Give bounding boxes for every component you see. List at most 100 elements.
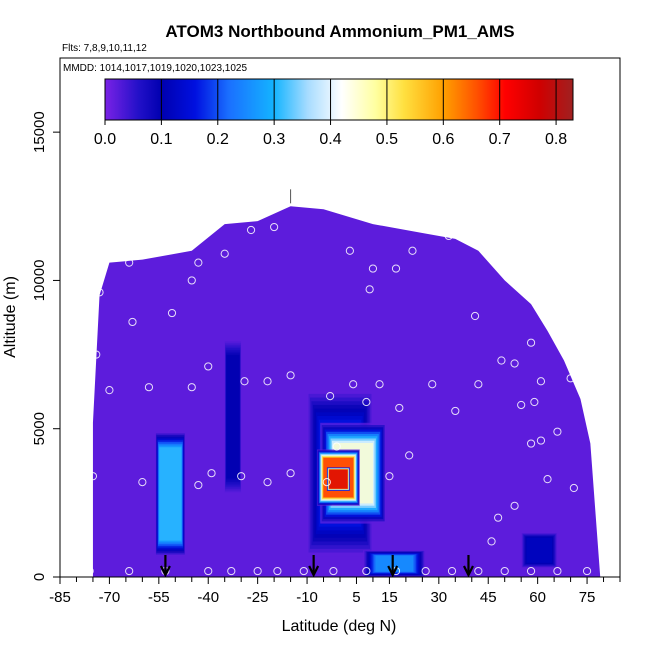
data-point [365, 285, 374, 294]
data-point [194, 258, 203, 267]
data-point [125, 258, 134, 267]
data-point [428, 380, 437, 389]
data-point [375, 380, 384, 389]
data-point [167, 308, 177, 318]
data-point [144, 383, 154, 392]
data-point [444, 231, 453, 241]
x-tick-label: -70 [99, 589, 121, 606]
colorbar-tick-label: 0.4 [319, 131, 341, 148]
data-point [246, 225, 256, 235]
heatmap-cell [329, 469, 348, 489]
data-point [474, 380, 483, 389]
data-point [138, 477, 147, 487]
arrow-head [308, 565, 320, 578]
data-point [92, 350, 101, 359]
data-point [187, 276, 196, 285]
data-point [220, 249, 229, 258]
colorbar-tick-label: 0.2 [207, 131, 229, 148]
x-tick-label: 30 [430, 589, 447, 606]
data-point [345, 246, 354, 255]
data-point [467, 234, 476, 244]
data-point [332, 442, 341, 451]
data-point [421, 566, 430, 576]
data-point [517, 400, 526, 410]
data-point [368, 264, 378, 273]
data-point [95, 288, 104, 297]
data-point [362, 397, 371, 407]
data-point [500, 566, 509, 576]
data-point [128, 317, 137, 327]
dates-label: MMDD: 1014,1017,1019,1020,1023,1025 [63, 63, 247, 74]
data-point [487, 537, 496, 546]
data-point [385, 472, 394, 481]
data-point [553, 320, 562, 330]
colorbar-tick-label: 0.7 [489, 131, 511, 148]
x-tick-label: 45 [480, 589, 497, 606]
heatmap-cell [375, 555, 414, 572]
data-point [88, 472, 98, 481]
data-point [187, 383, 196, 392]
colorbar-tick-label: 0.1 [150, 131, 172, 148]
colorbar-tick-label: 0.5 [376, 131, 398, 148]
x-tick-label: -40 [197, 589, 219, 606]
arrow-head [462, 565, 474, 578]
data-point [536, 377, 546, 386]
arrow-head [159, 565, 171, 578]
data-point [395, 403, 404, 413]
x-tick-label: 5 [352, 589, 360, 606]
data-point [322, 477, 331, 487]
heatmap-field [92, 206, 601, 577]
x-tick-label: -55 [148, 589, 170, 606]
colorbar-tick-label: 0.0 [94, 131, 116, 148]
colorbar: 0.0 0.1 0.2 0.3 0.4 0.5 0.6 0.7 0.8 [94, 78, 574, 148]
data-point [536, 436, 546, 445]
data-point [494, 513, 503, 522]
data-point [273, 566, 282, 576]
x-tick-label: -25 [247, 589, 269, 606]
data-point [105, 386, 114, 395]
data-point [204, 566, 213, 576]
data-point [569, 483, 578, 493]
colorbar-gradient [104, 78, 574, 121]
y-axis-label: Altitude (m) [2, 276, 19, 358]
data-point [530, 397, 539, 407]
colorbar-tick-label: 0.6 [432, 131, 454, 148]
plot-layer [72, 189, 601, 578]
data-point [85, 566, 94, 576]
flights-label: Flts: 7,8,9,10,11,12 [62, 43, 147, 54]
data-point [125, 566, 134, 576]
data-point [204, 362, 213, 371]
data-point [553, 566, 562, 576]
data-point [207, 469, 216, 478]
data-point [299, 566, 308, 576]
chart-title: ATOM3 Northbound Ammonium_PM1_AMS [165, 22, 514, 41]
data-point [329, 566, 338, 576]
data-point [286, 469, 295, 478]
y-tick-label: 15000 [31, 111, 48, 153]
data-point [72, 409, 81, 418]
data-point [263, 477, 272, 487]
data-point [253, 566, 262, 576]
data-point [566, 374, 575, 383]
colorbar-tick-label: 0.8 [545, 131, 567, 148]
data-point [227, 566, 236, 576]
data-point [391, 264, 401, 273]
data-point [582, 566, 592, 576]
heatmap-cell [226, 355, 240, 479]
data-point [405, 451, 414, 460]
data-point [470, 311, 480, 321]
data-point [237, 472, 246, 481]
data-point [362, 566, 371, 576]
data-point [510, 501, 519, 510]
arrow-head [387, 565, 399, 578]
axes: -85 -70 -55 -40 -25 -10 5 15 30 45 60 75 0 5000 10000 1… [31, 57, 621, 606]
heatmap-cell [159, 447, 182, 541]
data-point [194, 480, 203, 490]
data-point [270, 222, 279, 232]
y-tick-label: 0 [31, 573, 48, 581]
data-point [543, 475, 552, 484]
data-point [553, 427, 562, 436]
data-point [349, 380, 358, 389]
data-point [240, 377, 249, 386]
